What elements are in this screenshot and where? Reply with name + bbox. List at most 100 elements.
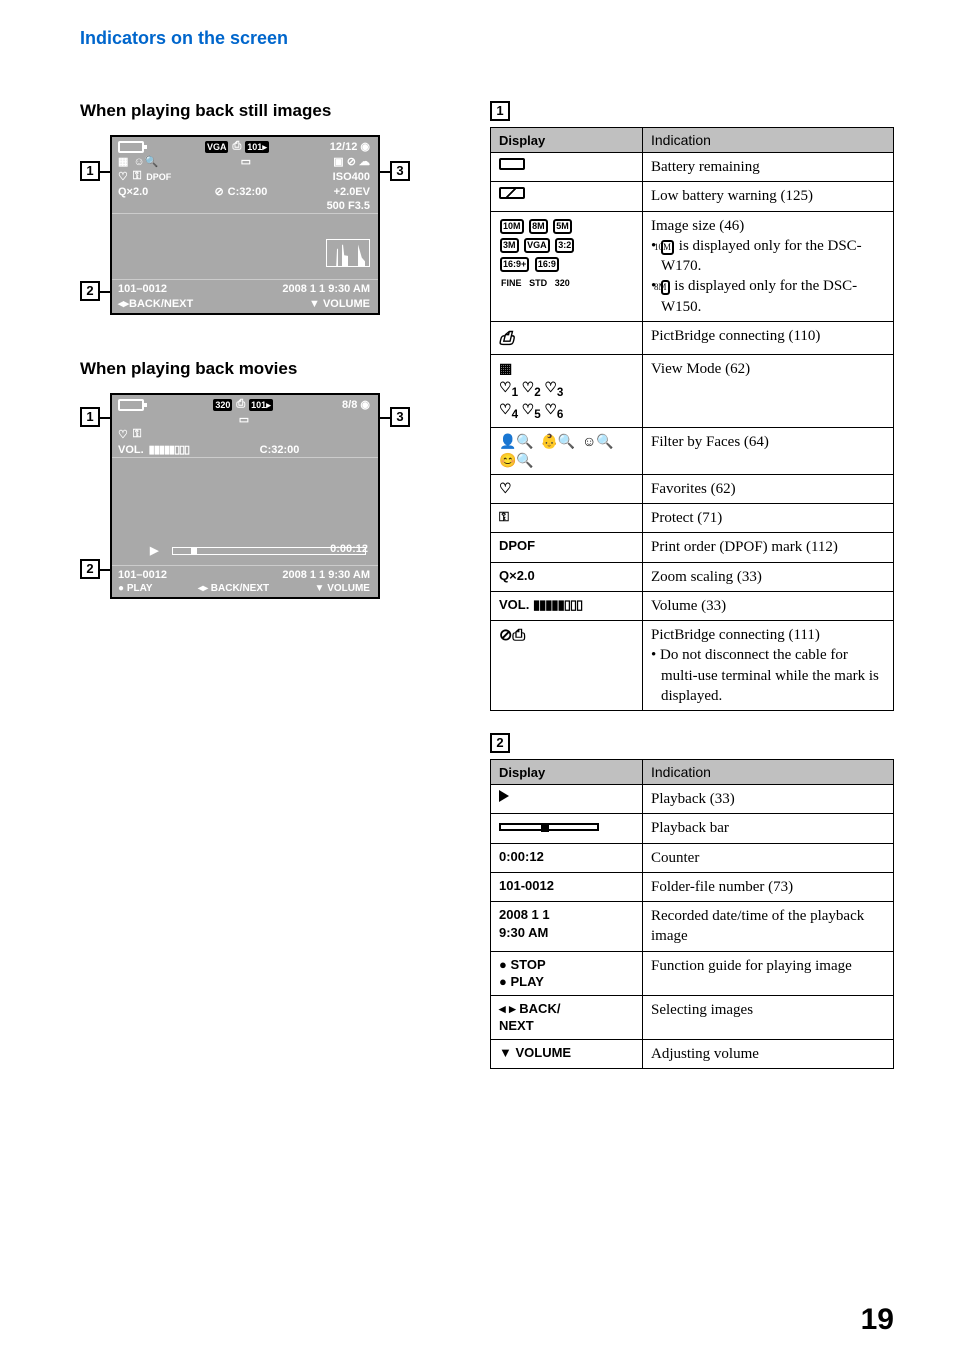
memory-icon: ▭	[239, 413, 249, 426]
no-disconnect-icon: ⊘⎙	[499, 627, 525, 644]
display-text: NEXT	[499, 1017, 634, 1035]
datetime-text: 2008 1 1 9:30 AM	[282, 569, 370, 581]
heart-icon: ♡6	[544, 401, 563, 417]
volume-text: ▼ VOLUME	[309, 298, 370, 310]
lcd-still-screen: VGA ⎙ 101▸ 12/12 ◉ ▦ ☺🔍 ▭ ▣ ⊘ ☁	[110, 135, 380, 315]
backnext-text: ◂▸ BACK/NEXT	[198, 583, 269, 594]
display-text: ◂ ▸ BACK/	[499, 1000, 634, 1018]
table-row: ● STOP ● PLAY Function guide for playing…	[491, 951, 894, 995]
size-badge: 3M	[500, 238, 519, 253]
mode-icons: ▣ ⊘ ☁	[333, 156, 370, 168]
folder-file-text: 101–0012	[118, 569, 167, 581]
indication-text: Recorded date/time of the playback image	[643, 902, 894, 952]
indication-text: Favorites (62)	[643, 474, 894, 503]
size-badge: 10M	[500, 219, 524, 234]
callout-2-left: 2	[80, 281, 100, 301]
lcd-movie-screen: 320 ⎙ 101▸ 8/8 ◉ ▭ ♡ ⚿	[110, 393, 380, 599]
callout-line	[380, 417, 390, 419]
indication-text: Counter	[643, 843, 894, 872]
table-row: Q×2.0 Zoom scaling (33)	[491, 562, 894, 591]
backnext-text: ◂▸BACK/NEXT	[118, 297, 193, 310]
disc-icon: ◉	[360, 141, 370, 153]
battery-low-icon	[499, 187, 525, 199]
face-icon: 👤🔍	[499, 432, 534, 451]
heart-icon: ♡2	[522, 379, 541, 395]
heart-icon: ♡1	[499, 379, 518, 395]
indicator-table-1: Display Indication Battery remaining Low…	[490, 127, 894, 711]
folder-file-text: 101–0012	[118, 283, 167, 295]
display-text: ● STOP	[499, 956, 634, 974]
vol-label: VOL.	[118, 444, 144, 456]
display-text: 2008 1 1	[499, 906, 634, 924]
table-row: Playback bar	[491, 814, 894, 843]
play-triangle-icon: ▶	[150, 544, 158, 557]
size-badge: 3:2	[555, 238, 574, 253]
indication-text: View Mode (62)	[643, 355, 894, 428]
callout-1-left: 1	[80, 407, 100, 427]
counter-text: 8/8	[342, 399, 357, 411]
size-badge: 8M	[529, 219, 548, 234]
subhead-movie: When playing back movies	[80, 359, 440, 379]
table-row: 101-0012 Folder-file number (73)	[491, 872, 894, 901]
face-filter-icon: ☺🔍	[133, 155, 158, 168]
display-text: ● PLAY	[499, 973, 634, 991]
size-badge: VGA	[524, 238, 550, 253]
folder-badge: 101▸	[245, 141, 269, 153]
indication-text: PictBridge connecting (110)	[643, 321, 894, 354]
left-column: When playing back still images 1 2 3 VGA…	[80, 101, 440, 635]
face-icon: 😊🔍	[499, 451, 534, 470]
indication-text: Function guide for playing image	[643, 951, 894, 995]
code-text: C:32:00	[260, 444, 300, 456]
indication-text: Battery remaining	[643, 153, 894, 182]
table-row: 10M 8M 5M 3M VGA 3:2 16:9+ 16:9 FINE STD…	[491, 211, 894, 321]
dpof-text: DPOF	[146, 172, 171, 182]
table-row: Playback (33)	[491, 785, 894, 814]
section-num-1: 1	[490, 101, 510, 121]
th-indication: Indication	[643, 760, 894, 785]
exposure-text: 500 F3.5	[327, 200, 370, 212]
indicator-table-2: Display Indication Playback (33) Playbac…	[490, 759, 894, 1069]
content-columns: When playing back still images 1 2 3 VGA…	[80, 101, 894, 1069]
indication-text: Playback bar	[643, 814, 894, 843]
indication-text: Filter by Faces (64)	[643, 428, 894, 475]
filterfaces-cell: 👤🔍 👶🔍 ☺🔍 😊🔍	[491, 428, 643, 475]
table-row: ⎙ PictBridge connecting (110)	[491, 321, 894, 354]
battery-full-icon	[499, 158, 525, 170]
pictbridge-icon: ⎙	[236, 398, 245, 411]
heart-icon: ♡5	[522, 401, 541, 417]
display-text: ▼ VOLUME	[491, 1039, 643, 1068]
table-row: ♡ Favorites (62)	[491, 474, 894, 503]
dpof-text: DPOF	[499, 538, 535, 553]
indication-text: Volume (33)	[643, 591, 894, 620]
size-badge: 16:9+	[500, 257, 529, 272]
grid-icon: ▦	[499, 360, 512, 376]
th-display: Display	[491, 760, 643, 785]
table-row: 2008 1 1 9:30 AM Recorded date/time of t…	[491, 902, 894, 952]
timer-text: 0:00:12	[330, 543, 368, 555]
indication-cell: PictBridge connecting (111) • Do not dis…	[643, 621, 894, 711]
zoom-text: Q×2.0	[499, 568, 535, 583]
datetime-text: 2008 1 1 9:30 AM	[282, 283, 370, 295]
indication-text: Zoom scaling (33)	[643, 562, 894, 591]
indication-text: Do not disconnect the cable for multi-us…	[660, 647, 879, 704]
heart-icon: ♡	[118, 428, 128, 441]
size-badge: 320	[213, 399, 232, 411]
table-row: ◂ ▸ BACK/ NEXT Selecting images	[491, 995, 894, 1039]
volume-text: ▼ VOLUME	[315, 583, 370, 594]
indication-text: Folder-file number (73)	[643, 872, 894, 901]
disc-icon: ◉	[360, 399, 370, 411]
table-row: Low battery warning (125)	[491, 182, 894, 211]
section-num-2: 2	[490, 733, 510, 753]
subhead-still: When playing back still images	[80, 101, 440, 121]
heart-icon: ♡3	[544, 379, 563, 395]
size-badges-cell: 10M 8M 5M 3M VGA 3:2 16:9+ 16:9 FINE STD…	[491, 211, 643, 321]
size-badge: 5M	[553, 219, 572, 234]
viewmode-cell: ▦ ♡1 ♡2 ♡3 ♡4 ♡5 ♡6	[491, 355, 643, 428]
heart-icon: ♡	[118, 170, 128, 183]
size-badge: STD	[528, 278, 548, 289]
key-icon: ⚿	[133, 170, 141, 183]
grid-icon: ▦	[118, 155, 128, 168]
indication-text: Image size (46)	[651, 216, 885, 236]
key-icon: ⚿	[499, 509, 509, 524]
memory-icon: ▭	[241, 155, 251, 168]
